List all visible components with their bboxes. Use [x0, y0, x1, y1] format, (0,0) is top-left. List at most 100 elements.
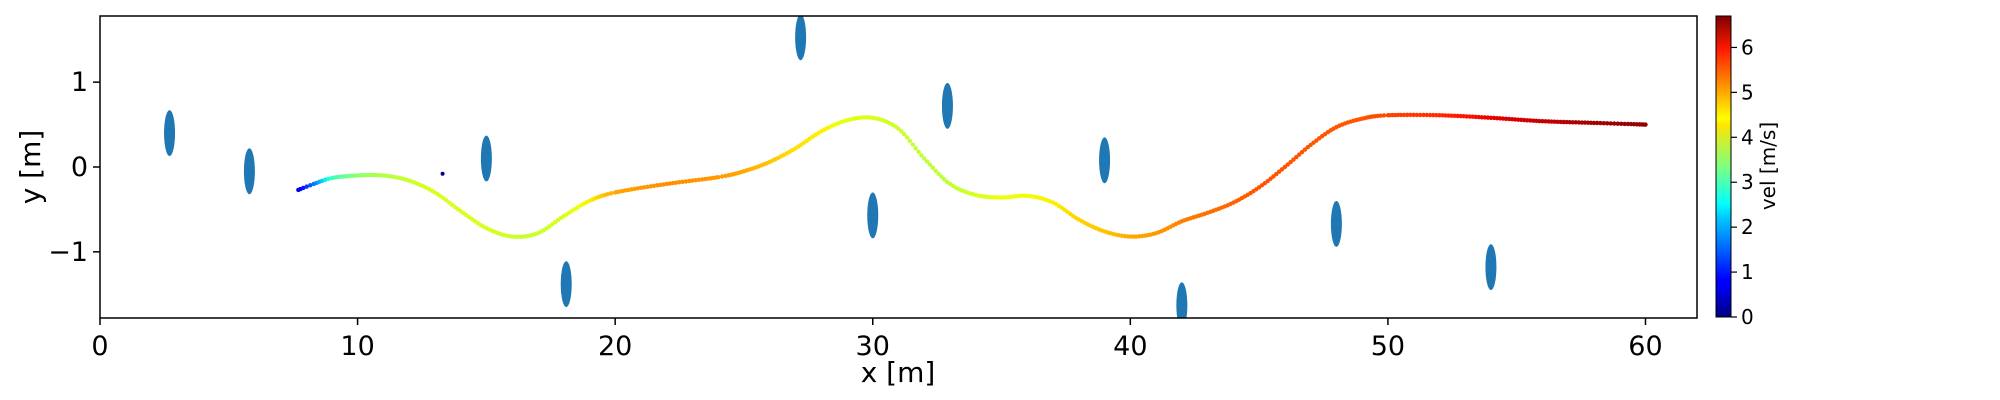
x-tick-label: 40 — [1113, 331, 1147, 362]
trajectory-point — [1291, 157, 1296, 162]
trajectory-point — [677, 180, 682, 185]
colorbar-label: vel [m/s] — [1756, 122, 1780, 210]
trajectory-point — [1622, 121, 1627, 127]
trajectory-point — [899, 129, 904, 134]
trajectory-point — [1421, 112, 1426, 118]
colorbar-ticks: 0 1 2 3 4 5 6 — [1731, 35, 1754, 329]
trajectory-point — [1598, 120, 1603, 126]
trajectory-point — [1612, 121, 1617, 126]
goal-point — [440, 171, 445, 176]
trajectory-point — [683, 179, 689, 184]
trajectory-point — [1591, 120, 1597, 126]
x-tick-label: 0 — [91, 331, 108, 362]
trajectory-point — [719, 174, 725, 179]
y-tick-label: −1 — [48, 237, 88, 268]
trajectory-point — [673, 180, 679, 185]
obstacle — [1099, 137, 1111, 184]
x-axis-label: x [m] — [861, 356, 936, 389]
trajectory-point — [1285, 162, 1290, 167]
trajectory-point — [1604, 121, 1610, 126]
trajectory-point — [933, 168, 938, 174]
obstacle — [941, 82, 953, 129]
obstacle — [164, 110, 176, 157]
trajectory-point — [927, 162, 933, 167]
x-tick-label: 60 — [1628, 331, 1662, 362]
y-axis-label: y [m] — [14, 130, 47, 205]
y-axis-ticks: −1 0 1 — [48, 67, 100, 268]
trajectory-point — [1615, 121, 1620, 126]
trajectory-point — [605, 192, 610, 197]
x-tick-label: 20 — [598, 331, 632, 362]
trajectory-point — [1378, 113, 1383, 118]
trajectory-point — [1431, 112, 1436, 118]
plot-frame — [99, 15, 1698, 319]
trajectory-point — [326, 176, 331, 182]
obstacle — [480, 135, 492, 182]
trajectory-point — [1411, 112, 1416, 118]
trajectory-point — [1643, 122, 1648, 127]
colorbar: 0 1 2 3 4 5 6 vel [m/s] — [1715, 15, 1780, 329]
x-tick-label: 10 — [340, 331, 374, 362]
y-tick-label: 0 — [71, 152, 88, 183]
trajectory-point — [690, 178, 695, 183]
trajectory-point — [913, 146, 918, 151]
trajectory-point — [1299, 149, 1305, 155]
colorbar-tick-label: 3 — [1741, 170, 1754, 194]
trajectory-point — [924, 159, 930, 164]
trajectory-point — [1601, 121, 1606, 126]
trajectory-point — [608, 191, 614, 196]
obstacle — [1330, 200, 1342, 247]
colorbar-tick-label: 0 — [1741, 305, 1754, 329]
trajectory-point — [930, 165, 936, 171]
colorbar-gradient — [1715, 15, 1732, 318]
trajectory-point — [304, 184, 309, 189]
trajectory-point — [680, 179, 685, 185]
trajectory-point — [638, 185, 644, 191]
trajectory-point — [651, 183, 657, 189]
trajectory-point — [910, 142, 916, 147]
trajectory-point — [301, 185, 306, 191]
colorbar-tick-label: 5 — [1741, 80, 1754, 104]
colorbar-tick-label: 4 — [1741, 125, 1754, 149]
trajectory-point — [1619, 121, 1624, 126]
trajectory-point — [1608, 121, 1613, 126]
obstacle — [867, 192, 879, 239]
obstacles-layer — [164, 16, 1497, 318]
trajectory-point — [1424, 112, 1429, 118]
x-tick-label: 50 — [1371, 331, 1405, 362]
obstacle — [243, 148, 255, 195]
x-axis-ticks: 0 10 20 30 40 50 60 — [91, 318, 1663, 362]
trajectory-point — [907, 138, 913, 144]
trajectory-point — [1434, 112, 1439, 118]
colorbar-tick-label: 1 — [1741, 260, 1754, 284]
trajectory-point — [916, 149, 921, 155]
trajectory-point — [1294, 154, 1299, 160]
trajectory-point — [715, 174, 721, 180]
trajectory-point — [1296, 152, 1302, 157]
trajectory-point — [919, 153, 924, 158]
trajectory-point — [1401, 112, 1407, 118]
trajectory-point — [308, 183, 313, 188]
trajectory-point — [1381, 113, 1387, 118]
trajectory-point — [1427, 112, 1433, 118]
trajectory-point — [641, 185, 647, 190]
trajectory-point — [1408, 112, 1413, 118]
trajectory-point — [1594, 120, 1600, 126]
obstacle — [560, 261, 572, 308]
trajectory-point — [1625, 121, 1631, 127]
obstacle — [1485, 244, 1497, 291]
obstacle — [1176, 282, 1188, 318]
trajectory-point — [1417, 112, 1423, 118]
trajectory-point — [939, 174, 944, 179]
colorbar-tick-label: 6 — [1741, 35, 1754, 59]
trajectory-point — [922, 156, 927, 161]
trajectory-point — [902, 132, 907, 137]
trajectory-point — [1288, 159, 1293, 165]
trajectory-point — [1414, 112, 1420, 118]
trajectory-point — [904, 135, 910, 140]
trajectory-point — [670, 180, 676, 186]
trajectory-point — [648, 184, 653, 189]
trajectory-layer — [296, 112, 1648, 240]
obstacle — [795, 16, 807, 61]
